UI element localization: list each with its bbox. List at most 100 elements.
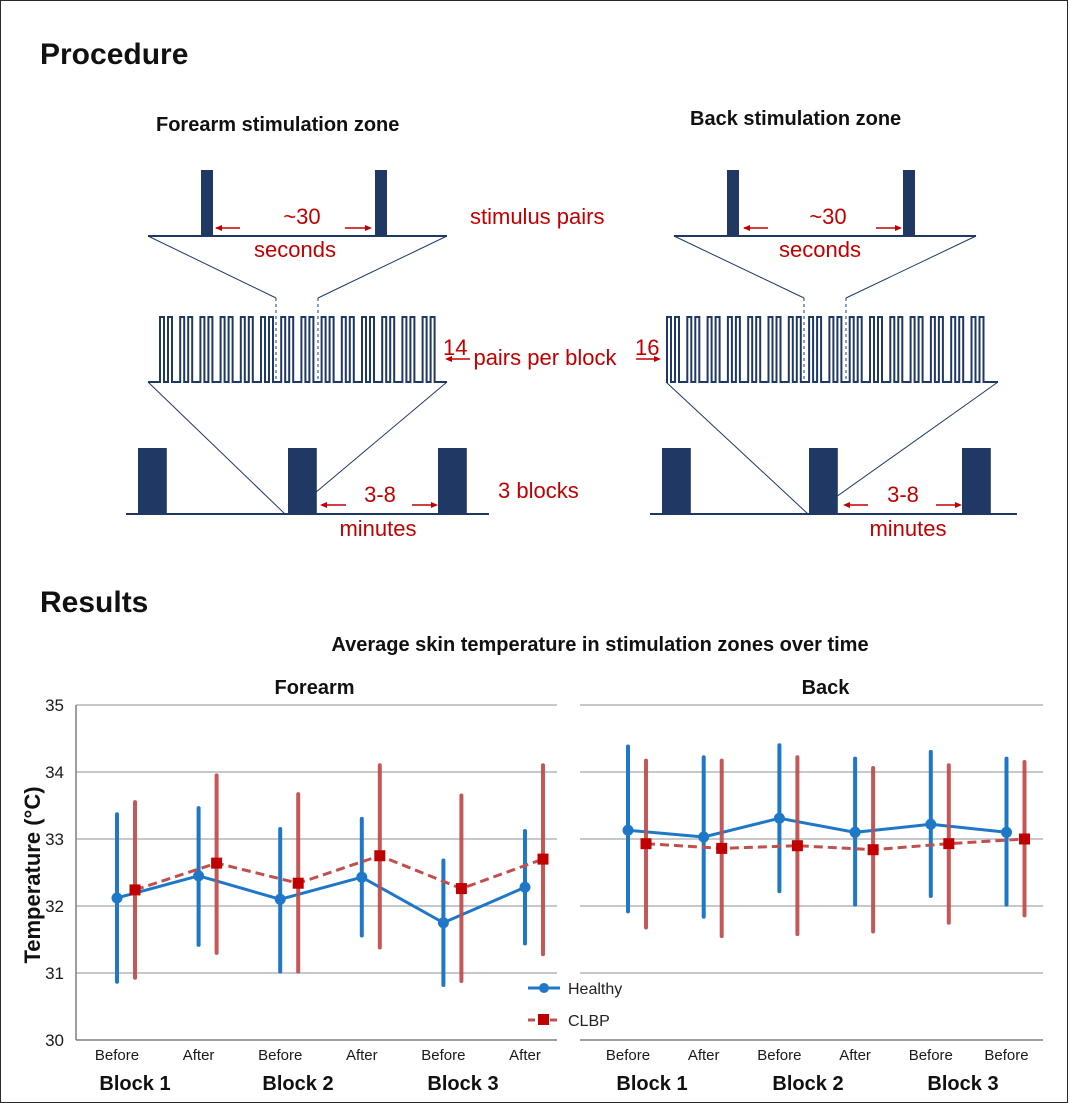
data-point <box>537 853 549 865</box>
forearm-pairs-count: 14 <box>443 335 467 360</box>
series-healthy-1 <box>622 743 1012 919</box>
forearm-interval-unit: seconds <box>254 237 336 262</box>
back-pair-train <box>666 316 998 383</box>
series-line <box>645 837 1025 852</box>
data-point <box>622 824 634 836</box>
back-interval-arrows <box>743 225 902 231</box>
forearm-blocks-waveform <box>126 448 489 515</box>
stimulus-pairs-label: stimulus pairs <box>470 204 604 229</box>
back-blocks-timeline <box>650 448 1017 515</box>
data-point <box>356 871 368 883</box>
back-stimulus-pair-diagram <box>673 170 977 382</box>
x-tick-label: After <box>346 1047 378 1064</box>
data-point <box>193 870 205 882</box>
x-tick-label: After <box>183 1047 215 1064</box>
forearm-zone-title: Forearm stimulation zone <box>156 114 399 136</box>
legend-clbp-marker <box>538 1014 549 1025</box>
series-clbp-1 <box>640 755 1030 939</box>
procedure-heading: Procedure <box>40 38 188 71</box>
series-line <box>134 854 544 892</box>
legend-clbp-label: CLBP <box>568 1013 610 1030</box>
group-label: Block 1 <box>99 1073 170 1095</box>
data-point <box>455 883 467 895</box>
chart-title: Average skin temperature in stimulation … <box>331 634 868 656</box>
three-blocks-label: 3 blocks <box>498 478 579 503</box>
y-tick-label: 30 <box>45 1031 64 1050</box>
data-point <box>867 844 879 856</box>
x-tick-label: Before <box>606 1047 650 1064</box>
panel-title-0: Forearm <box>274 677 354 699</box>
y-tick-label: 33 <box>45 830 64 849</box>
forearm-stimulus-pair-diagram <box>147 170 448 382</box>
data-point <box>640 838 652 850</box>
x-tick-label: Before <box>421 1047 465 1064</box>
back-interval-unit: seconds <box>779 237 861 262</box>
back-zone-title: Back stimulation zone <box>690 108 901 130</box>
data-point <box>292 877 304 889</box>
group-label: Block 3 <box>927 1073 998 1095</box>
temperature-chart: 30 31 32 33 34 35 Temperature (°C) Forearm Befor… <box>20 677 1043 1095</box>
back-block-interval-unit: minutes <box>869 516 946 541</box>
series-line <box>116 874 526 925</box>
x-tick-label: After <box>839 1047 871 1064</box>
x-tick-label: Before <box>258 1047 302 1064</box>
y-tick-label: 31 <box>45 964 64 983</box>
x-tick-label: After <box>688 1047 720 1064</box>
forearm-interval-value: ~30 <box>283 204 320 229</box>
x-tick-label: Before <box>757 1047 801 1064</box>
y-tick-label: 32 <box>45 897 64 916</box>
data-point <box>791 840 803 852</box>
back-blocks-waveform <box>650 448 1017 515</box>
panel-title-1: Back <box>802 677 851 699</box>
data-point <box>111 892 123 904</box>
data-point <box>773 812 785 824</box>
group-label: Block 2 <box>772 1073 843 1095</box>
back-block-funnel <box>665 381 999 515</box>
data-point <box>437 917 449 929</box>
group-label: Block 2 <box>262 1073 333 1095</box>
x-tick-label: Before <box>95 1047 139 1064</box>
forearm-interval-arrows <box>215 225 372 231</box>
series-line <box>627 816 1007 839</box>
legend-healthy-marker <box>539 983 549 993</box>
forearm-blocks-timeline <box>126 448 489 515</box>
series-healthy-0 <box>111 806 531 988</box>
data-point <box>716 842 728 854</box>
pairs-per-block-label: pairs per block <box>473 345 617 370</box>
back-interval-value: ~30 <box>809 204 846 229</box>
y-axis-label: Temperature (°C) <box>20 786 45 963</box>
data-point <box>925 818 937 830</box>
data-point <box>374 850 386 862</box>
x-tick-label: Before <box>984 1047 1028 1064</box>
data-point <box>519 881 531 893</box>
back-block-interval-value: 3-8 <box>887 482 919 507</box>
data-point <box>211 857 223 869</box>
forearm-block-interval-arrows <box>320 502 438 508</box>
x-tick-label: After <box>509 1047 541 1064</box>
data-point <box>849 826 861 838</box>
legend-healthy-label: Healthy <box>568 981 622 998</box>
back-pairs-count: 16 <box>635 335 659 360</box>
data-point <box>943 838 955 850</box>
series-clbp-0 <box>129 763 549 984</box>
data-point <box>698 831 710 843</box>
data-point <box>1019 833 1030 845</box>
y-tick-label: 35 <box>45 696 64 715</box>
back-block-interval-arrows <box>843 502 962 508</box>
forearm-pair-train <box>148 316 447 383</box>
results-heading: Results <box>40 586 148 619</box>
pairs-per-block-arrows <box>445 356 661 362</box>
group-label: Block 3 <box>427 1073 498 1095</box>
group-label: Block 1 <box>616 1073 687 1095</box>
x-tick-label: Before <box>909 1047 953 1064</box>
forearm-pairs-waveform <box>148 316 447 383</box>
y-tick-label: 34 <box>45 763 64 782</box>
data-point <box>129 884 141 896</box>
forearm-block-interval-unit: minutes <box>339 516 416 541</box>
forearm-block-interval-value: 3-8 <box>364 482 396 507</box>
chart-legend: Healthy CLBP <box>528 981 622 1030</box>
data-point <box>1001 826 1012 838</box>
back-pairs-waveform <box>666 316 998 383</box>
